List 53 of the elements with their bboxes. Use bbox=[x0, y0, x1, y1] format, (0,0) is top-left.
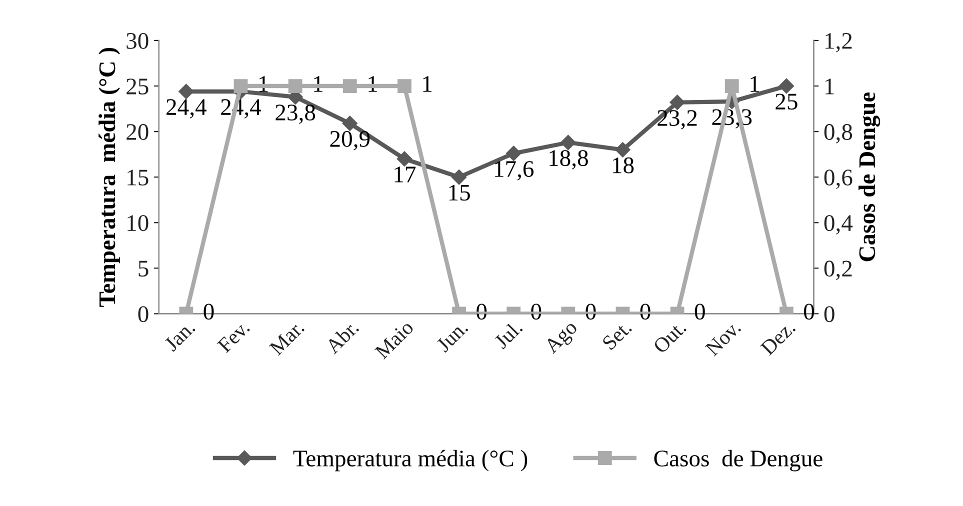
y2-tick-label: 0,6 bbox=[824, 170, 852, 189]
data-label: 23,8 bbox=[276, 104, 316, 124]
y2-tick-label: 1,2 bbox=[826, 33, 852, 52]
x-tick-label: Nov. bbox=[704, 320, 742, 357]
x-tick-label: Jul. bbox=[493, 320, 524, 350]
y2-tick-label: 0,2 bbox=[824, 260, 852, 280]
legend-label: Casos de Dengue bbox=[654, 450, 822, 472]
y2-tick-label: 0,8 bbox=[824, 124, 852, 144]
data-label: 0 bbox=[804, 304, 814, 320]
y-tick-label: 25 bbox=[126, 78, 148, 94]
x-tick-label: Ago bbox=[543, 320, 581, 358]
y2-axis-title: Casos de Dengue bbox=[858, 92, 880, 262]
data-label: 18,8 bbox=[550, 150, 588, 170]
legend-label: Temperatura média (°C ) bbox=[293, 450, 528, 472]
x-tick-label: Jan. bbox=[164, 320, 196, 352]
y2-tick-label: 0,4 bbox=[824, 215, 853, 234]
x-tick-label: Mar. bbox=[268, 320, 305, 356]
point bbox=[451, 170, 467, 185]
data-label: 1 bbox=[750, 76, 759, 92]
data-label: 25 bbox=[776, 94, 798, 110]
point bbox=[670, 94, 685, 110]
data-label: 20,9 bbox=[330, 130, 370, 150]
point bbox=[778, 78, 794, 94]
data-label: 15 bbox=[449, 184, 470, 201]
data-label: 0 bbox=[694, 304, 705, 320]
point bbox=[560, 134, 576, 150]
y2-tick-label: 0 bbox=[824, 306, 834, 322]
point bbox=[615, 142, 630, 158]
data-label: 17,6 bbox=[495, 161, 534, 180]
point bbox=[178, 84, 194, 100]
y-axis-title: Temperatura média (°C ) bbox=[98, 48, 120, 307]
x-tick-label: Jun. bbox=[436, 320, 468, 353]
data-label: 0 bbox=[204, 304, 214, 320]
y-tick-label: 0 bbox=[138, 306, 148, 322]
x-tick-label: Abr. bbox=[324, 320, 360, 355]
point bbox=[396, 151, 412, 166]
x-tick-label: Fev. bbox=[216, 320, 250, 354]
point bbox=[342, 116, 358, 131]
point bbox=[506, 146, 522, 161]
x-tick-label: Out. bbox=[652, 320, 687, 354]
y-tick-label: 15 bbox=[128, 170, 148, 186]
y-tick-label: 30 bbox=[126, 32, 148, 49]
x-tick-label: Set. bbox=[602, 320, 632, 351]
data-label: 24,4 bbox=[166, 99, 206, 118]
data-label: 18 bbox=[613, 157, 634, 174]
data-label: 1 bbox=[423, 76, 432, 92]
data-label: 17 bbox=[394, 166, 416, 182]
y-tick-label: 10 bbox=[128, 215, 148, 232]
y-tick-label: 20 bbox=[126, 124, 148, 140]
x-tick-label: Dez. bbox=[760, 320, 796, 356]
data-label: 23,2 bbox=[658, 110, 697, 130]
y-tick-label: 5 bbox=[138, 260, 148, 277]
y2-tick-label: 1 bbox=[826, 78, 834, 94]
